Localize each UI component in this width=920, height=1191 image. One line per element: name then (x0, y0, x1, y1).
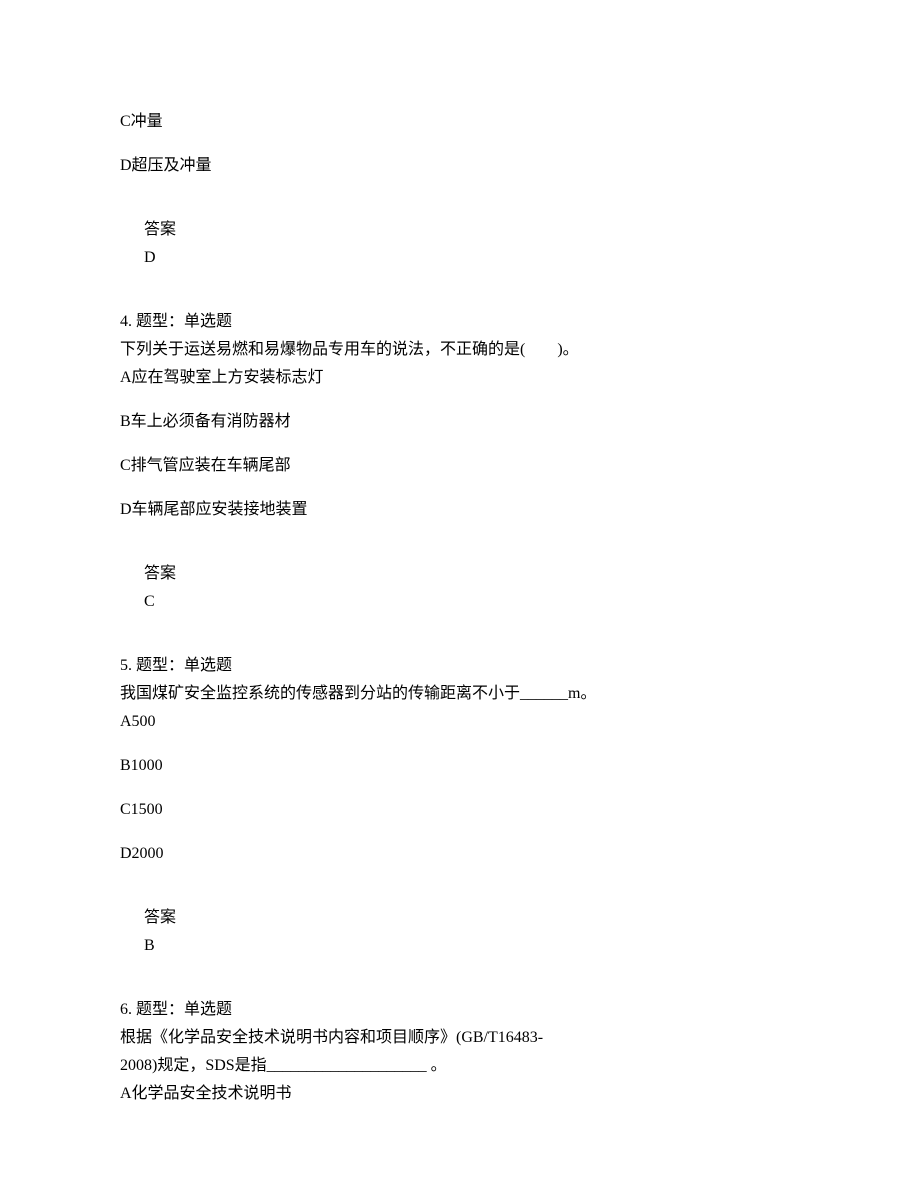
q3-option-d: D超压及冲量 (120, 154, 800, 178)
q6-stem-line2: 2008)规定，SDS是指____________________ 。 (120, 1054, 800, 1078)
q3-answer-label: 答案 (120, 218, 800, 242)
q6-stem-line1: 根据《化学品安全技术说明书内容和项目顺序》(GB/T16483- (120, 1026, 800, 1050)
q5-stem: 我国煤矿安全监控系统的传感器到分站的传输距离不小于______m。 (120, 682, 800, 706)
q4-option-b: B车上必须备有消防器材 (120, 410, 800, 434)
q5-answer-label: 答案 (120, 906, 800, 930)
q4-answer-label: 答案 (120, 562, 800, 586)
q6-option-a: A化学品安全技术说明书 (120, 1082, 800, 1106)
q6-header: 6. 题型：单选题 (120, 998, 800, 1022)
q4-option-c: C排气管应装在车辆尾部 (120, 454, 800, 478)
q4-option-a: A应在驾驶室上方安装标志灯 (120, 366, 800, 390)
q3-answer: D (120, 246, 800, 270)
q5-option-b: B1000 (120, 754, 800, 778)
q5-header: 5. 题型：单选题 (120, 654, 800, 678)
q5-option-c: C1500 (120, 798, 800, 822)
q4-option-d: D车辆尾部应安装接地装置 (120, 498, 800, 522)
q3-option-c: C冲量 (120, 110, 800, 134)
q5-answer: B (120, 934, 800, 958)
q5-option-d: D2000 (120, 842, 800, 866)
q4-answer: C (120, 590, 800, 614)
q4-header: 4. 题型：单选题 (120, 310, 800, 334)
q4-stem: 下列关于运送易燃和易爆物品专用车的说法，不正确的是( )。 (120, 338, 800, 362)
q5-option-a: A500 (120, 710, 800, 734)
